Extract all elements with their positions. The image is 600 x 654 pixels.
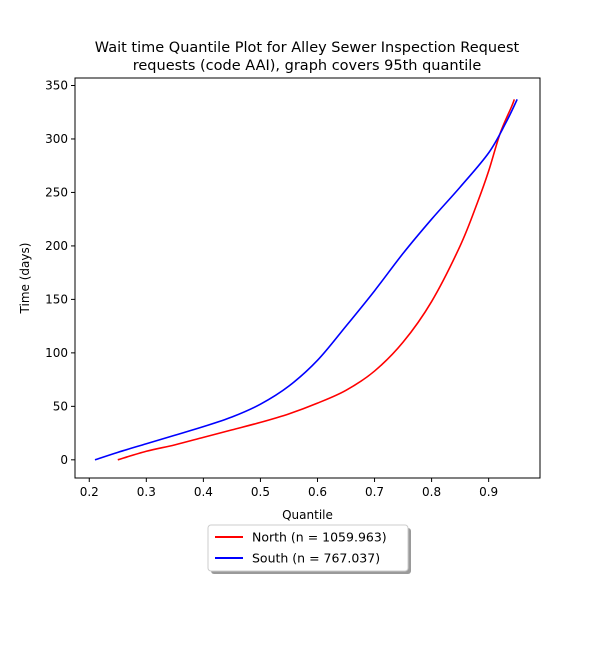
y-tick-label: 0 xyxy=(60,453,68,467)
legend: North (n = 1059.963) South (n = 767.037) xyxy=(207,524,411,574)
x-tick-label: 0.5 xyxy=(251,485,270,499)
x-tick-label: 0.4 xyxy=(194,485,213,499)
x-axis-label: Quantile xyxy=(282,508,333,522)
series-lines xyxy=(94,99,518,461)
chart-title-line-1: Wait time Quantile Plot for Alley Sewer … xyxy=(95,40,520,56)
legend-label-north: North (n = 1059.963) xyxy=(252,530,387,545)
y-axis-ticks: 0 50 100 150 200 250 300 350 xyxy=(45,79,75,467)
series-line-south xyxy=(94,99,518,461)
y-tick-label: 250 xyxy=(45,186,68,200)
legend-label-south: South (n = 767.037) xyxy=(252,551,380,566)
y-tick-label: 150 xyxy=(45,293,68,307)
x-tick-label: 0.7 xyxy=(365,485,384,499)
x-tick-label: 0.9 xyxy=(479,485,498,499)
x-tick-label: 0.8 xyxy=(422,485,441,499)
plot-area-frame xyxy=(74,77,541,479)
x-tick-label: 0.3 xyxy=(137,485,156,499)
x-axis-ticks: 0.2 0.3 0.4 0.5 0.6 0.7 0.8 0.9 xyxy=(80,478,498,499)
y-tick-label: 300 xyxy=(45,132,68,146)
y-axis-label: Time (days) xyxy=(18,243,32,315)
x-tick-label: 0.2 xyxy=(80,485,99,499)
legend-box xyxy=(207,524,409,572)
y-tick-label: 100 xyxy=(45,346,68,360)
y-tick-label: 350 xyxy=(45,79,68,93)
chart-title-line-2: requests (code AAI), graph covers 95th q… xyxy=(133,58,482,74)
y-tick-label: 50 xyxy=(53,400,68,414)
y-tick-label: 200 xyxy=(45,239,68,253)
x-tick-label: 0.6 xyxy=(308,485,327,499)
series-line-north xyxy=(117,99,516,461)
